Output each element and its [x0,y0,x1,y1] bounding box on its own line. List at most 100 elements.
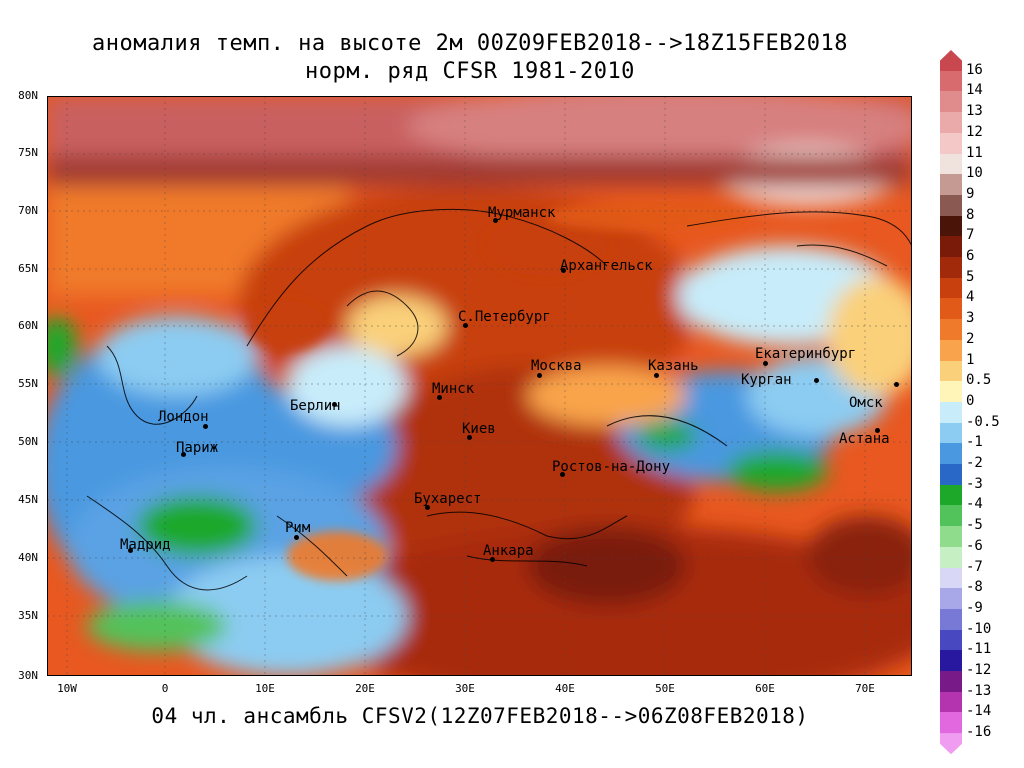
city-marker [875,428,880,433]
colorbar-swatch [940,464,962,486]
colorbar-swatch [940,319,962,341]
colorbar-swatch [940,339,962,361]
ensemble-footer: 04 чл. ансамбль CFSV2(12Z07FEB2018-->06Z… [151,704,809,728]
city-marker [181,452,186,457]
lon-label: 40E [555,682,575,695]
city-omsk: Омск [849,395,883,411]
lon-label: 30E [455,682,475,695]
colorbar-label: -0.5 [966,413,1000,430]
colorbar-label: 2 [966,330,975,347]
city-marker [425,505,430,510]
lat-label: 40N [18,551,38,564]
city-marker [654,373,659,378]
colorbar-swatch [940,277,962,299]
colorbar-label: -7 [966,558,983,575]
city-london: Лондон [158,409,209,425]
city-rome: Рим [285,520,311,536]
city-madrid: Мадрид [120,537,171,553]
lat-label: 30N [18,669,38,682]
lat-label: 50N [18,435,38,448]
colorbar-swatch [940,422,962,444]
lat-label: 35N [18,609,38,622]
colorbar-label: -5 [966,517,983,534]
colorbar-swatch [940,91,962,113]
colorbar-label: 0 [966,392,975,409]
city-berlin: Берлин [290,398,341,414]
colorbar-swatch [940,650,962,672]
colorbar-swatch [940,70,962,92]
city-kazan: Казань [648,358,699,374]
lon-label: 70E [855,682,875,695]
city-marker [437,395,442,400]
colorbar-label: 11 [966,144,983,161]
colorbar-label: -4 [966,496,983,513]
colorbar-swatch [940,567,962,589]
colorbar-swatch [940,381,962,403]
colorbar-label: 6 [966,248,975,264]
colorbar-label: -10 [966,620,992,637]
colorbar-swatch [940,443,962,465]
city-bucharest: Бухарест [414,491,482,507]
colorbar-swatch [940,50,962,72]
colorbar-label: 7 [966,227,975,244]
city-marker [490,557,495,562]
colorbar-swatch [940,401,962,424]
colorbar-swatch [940,588,962,610]
colorbar-label: -8 [966,579,983,596]
city-marker [294,535,299,540]
city-marker [467,435,472,440]
city-st-petersburg: С.Петербург [458,309,551,325]
colorbar-swatch [940,526,962,548]
lat-label: 75N [18,146,38,159]
city-marker [128,548,133,553]
colorbar-label: 12 [966,123,983,140]
colorbar-label: 3 [966,310,975,327]
colorbar-label: 14 [966,82,983,99]
colorbar-label: 1 [966,351,975,368]
map-title: аномалия темп. на высоте 2м 00Z09FEB2018… [92,31,848,56]
lat-label: 65N [18,262,38,275]
colorbar-swatch [940,546,962,568]
lon-label: 60E [755,682,775,695]
city-minsk: Минск [432,381,475,397]
lon-label: 10E [255,682,275,695]
colorbar-label: -6 [966,537,983,554]
colorbar-swatch [940,132,962,154]
city-yekaterinburg: Екатеринбург [755,346,857,362]
city-marker [537,373,542,378]
city-marker [560,472,565,477]
colorbar-swatch [940,194,962,217]
colorbar-label: -11 [966,641,992,658]
city-kiev: Киев [462,421,496,437]
city-marker [493,218,498,223]
colorbar-label: -12 [966,662,992,678]
colorbar-swatch [940,505,962,527]
lat-label: 55N [18,377,38,390]
city-marker [463,323,468,328]
colorbar-label: 0.5 [966,372,992,389]
temperature-anomaly-map [47,96,912,676]
colorbar-swatch [940,174,962,196]
map-subtitle: норм. ряд CFSR 1981-2010 [305,59,635,84]
colorbar-swatch [940,215,962,237]
colorbar-label: 9 [966,185,975,202]
colorbar-label: 13 [966,103,983,120]
city-moscow: Москва [531,358,582,374]
lon-label: 0 [161,682,169,695]
city-paris: Париж [176,440,219,456]
colorbar-swatch [940,153,962,175]
city-arkhangelsk: Архангельск [560,258,653,274]
city-rostov-on-don: Ростов-на-Дону [552,459,671,475]
colorbar-swatch [940,360,962,382]
colorbar-label: -13 [966,682,992,699]
colorbar-label: -16 [966,724,992,741]
lon-label: 50E [655,682,675,695]
colorbar-label: 5 [966,268,975,285]
city-kurgan: Курган [741,372,792,388]
colorbar-label: -3 [966,475,983,492]
colorbar-swatch [940,298,962,320]
colorbar-swatch [940,257,962,279]
city-marker [203,424,208,429]
colorbar-swatch [940,691,962,713]
colorbar-swatch [940,671,962,693]
